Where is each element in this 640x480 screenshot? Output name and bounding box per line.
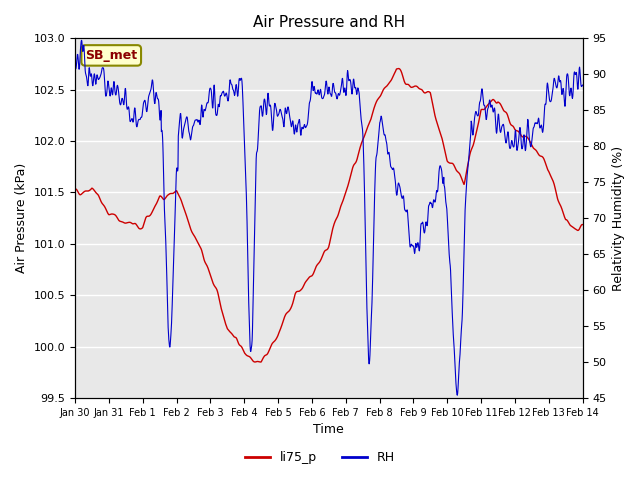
li75_p [298, 287, 305, 292]
RH [307, 97, 314, 103]
Text: SB_met: SB_met [85, 49, 138, 62]
Y-axis label: Relativity Humidity (%): Relativity Humidity (%) [612, 145, 625, 290]
RH [360, 175, 368, 181]
RH [111, 85, 118, 91]
Line: li75_p: li75_p [75, 69, 582, 362]
Legend: li75_p, RH: li75_p, RH [240, 446, 400, 469]
RH [71, 65, 79, 71]
RH [298, 130, 305, 136]
li75_p [287, 306, 294, 312]
RH [77, 37, 85, 43]
li75_p [579, 222, 586, 228]
Title: Air Pressure and RH: Air Pressure and RH [253, 15, 405, 30]
li75_p [307, 274, 314, 279]
RH [131, 108, 139, 114]
RH [454, 392, 461, 398]
li75_p [257, 359, 265, 365]
RH [579, 82, 586, 88]
Line: RH: RH [75, 40, 582, 395]
li75_p [395, 66, 403, 72]
li75_p [360, 134, 368, 140]
li75_p [131, 220, 139, 226]
Y-axis label: Air Pressure (kPa): Air Pressure (kPa) [15, 163, 28, 273]
li75_p [71, 186, 79, 192]
X-axis label: Time: Time [314, 423, 344, 436]
RH [287, 120, 294, 125]
li75_p [111, 212, 118, 217]
